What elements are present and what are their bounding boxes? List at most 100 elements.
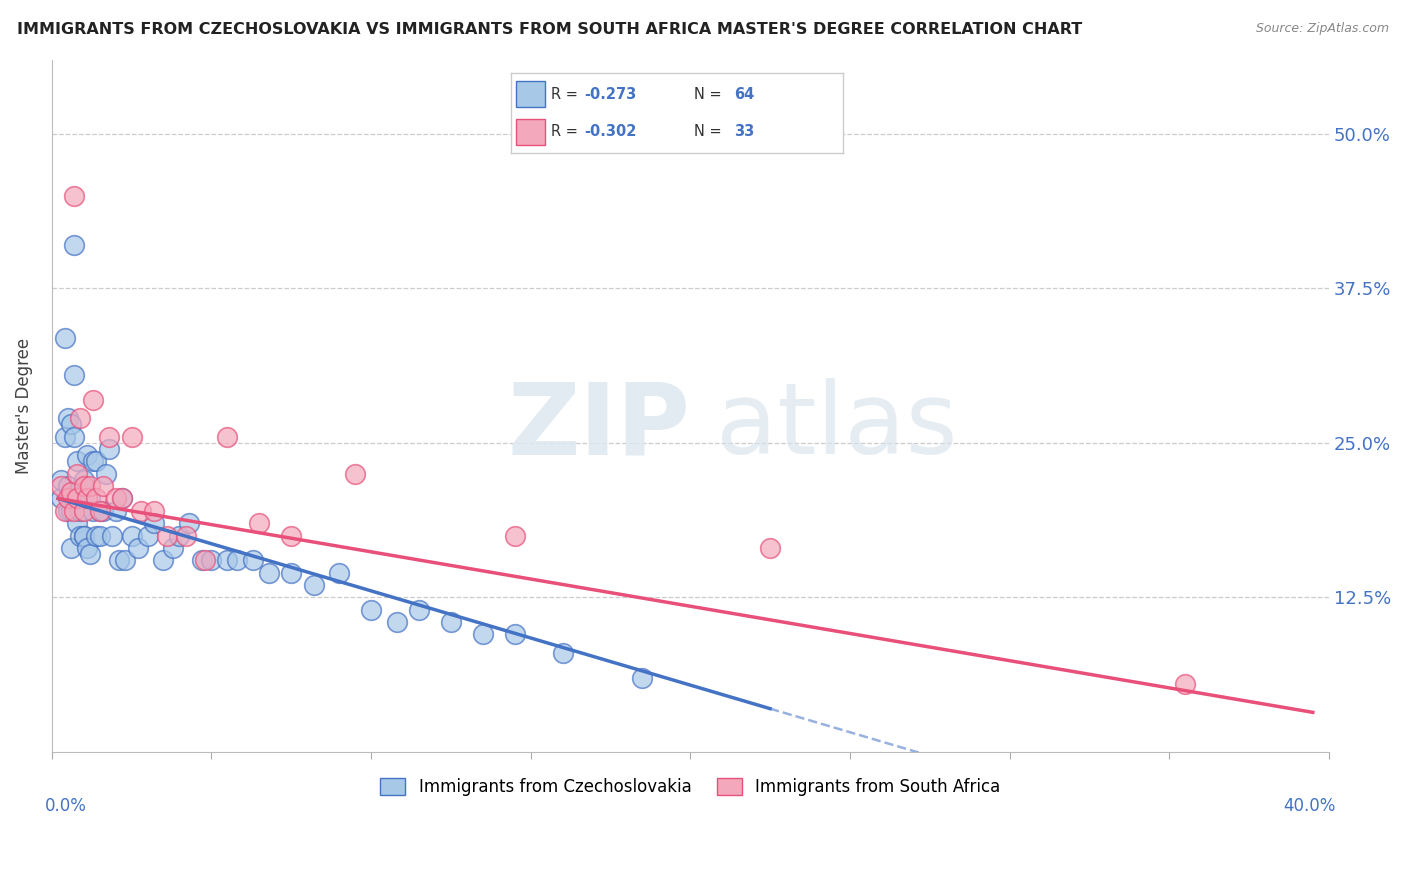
Point (217, 430, 239, 444)
Point (152, 553, 174, 567)
Point (63, 368, 86, 382)
Point (53, 430, 76, 444)
Point (194, 553, 217, 567)
Point (142, 504, 165, 518)
Point (59, 417, 82, 432)
Point (89, 528, 111, 542)
Point (121, 430, 143, 444)
Point (66, 491, 89, 506)
Point (69, 528, 91, 542)
Point (328, 566, 350, 580)
Point (56, 479, 79, 493)
Point (111, 491, 134, 506)
Point (226, 553, 249, 567)
Point (302, 578, 325, 592)
Point (1174, 677, 1197, 691)
Point (247, 516, 270, 531)
Point (177, 516, 200, 531)
Point (56, 411, 79, 425)
Point (73, 473, 96, 487)
Point (89, 504, 111, 518)
Point (136, 528, 159, 542)
Point (91, 504, 114, 518)
Point (79, 491, 101, 506)
Point (129, 504, 152, 518)
Point (51, 491, 73, 506)
Point (76, 491, 98, 506)
Point (66, 454, 89, 468)
Point (503, 528, 526, 542)
Point (73, 528, 96, 542)
Point (63, 238, 86, 252)
Point (66, 516, 89, 531)
Point (385, 615, 408, 629)
Point (91, 479, 114, 493)
Point (631, 671, 654, 685)
Text: atlas: atlas (716, 378, 957, 475)
Point (51, 473, 73, 487)
Point (59, 485, 82, 500)
Point (217, 553, 239, 567)
Point (360, 603, 382, 617)
Point (63, 188, 86, 202)
Point (162, 541, 184, 555)
Point (440, 615, 463, 629)
Point (280, 528, 302, 542)
Point (257, 566, 280, 580)
Point (66, 485, 89, 500)
Point (79, 479, 101, 493)
Point (98, 430, 121, 444)
Point (408, 603, 430, 617)
Point (66, 467, 89, 481)
Point (69, 411, 91, 425)
Point (86, 491, 108, 506)
Point (53, 504, 76, 518)
Point (471, 627, 494, 641)
Point (98, 442, 121, 456)
Point (121, 528, 143, 542)
Point (86, 528, 108, 542)
Point (551, 646, 574, 660)
Point (174, 528, 197, 542)
Point (280, 566, 302, 580)
Point (114, 553, 136, 567)
Point (63, 430, 86, 444)
Text: 0.0%: 0.0% (45, 797, 87, 815)
Point (76, 448, 98, 462)
Point (56, 491, 79, 506)
Point (76, 541, 98, 555)
Point (104, 504, 127, 518)
Point (86, 454, 108, 468)
Text: Source: ZipAtlas.com: Source: ZipAtlas.com (1256, 22, 1389, 36)
Point (63, 504, 86, 518)
Point (503, 627, 526, 641)
Point (82, 454, 104, 468)
Y-axis label: Master's Degree: Master's Degree (15, 338, 32, 474)
Point (759, 541, 782, 555)
Point (56, 504, 79, 518)
Point (59, 504, 82, 518)
Point (51, 479, 73, 493)
Point (94, 467, 117, 481)
Point (156, 528, 179, 542)
Point (242, 553, 264, 567)
Point (53, 331, 76, 345)
Point (142, 516, 165, 531)
Point (344, 467, 367, 481)
Point (82, 504, 104, 518)
Point (79, 547, 101, 561)
Point (169, 528, 191, 542)
Point (73, 528, 96, 542)
Point (127, 541, 149, 555)
Point (104, 491, 127, 506)
Point (111, 491, 134, 506)
Point (200, 553, 222, 567)
Text: ZIP: ZIP (508, 378, 690, 475)
Point (191, 553, 214, 567)
Point (101, 528, 124, 542)
Point (59, 541, 82, 555)
Point (73, 479, 96, 493)
Text: IMMIGRANTS FROM CZECHOSLOVAKIA VS IMMIGRANTS FROM SOUTH AFRICA MASTER'S DEGREE C: IMMIGRANTS FROM CZECHOSLOVAKIA VS IMMIGR… (17, 22, 1083, 37)
Legend: Immigrants from Czechoslovakia, Immigrants from South Africa: Immigrants from Czechoslovakia, Immigran… (374, 771, 1007, 803)
Point (89, 504, 111, 518)
